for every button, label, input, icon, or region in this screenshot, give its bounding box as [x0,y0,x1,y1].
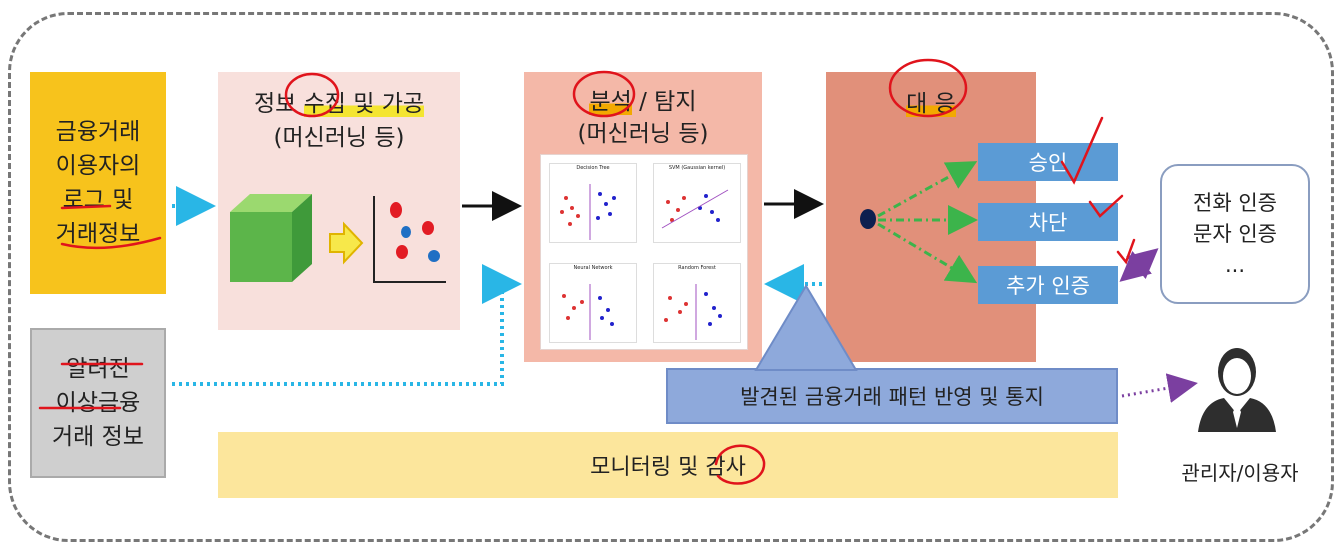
auth-methods-box: 전화 인증 문자 인증 ... [1160,164,1310,304]
plot-title-4: Random Forest [678,265,716,271]
diagram-frame [8,12,1334,542]
plot-decision-tree: Decision Tree [549,163,637,243]
notify-callout [754,284,858,371]
admin-user-label: 관리자/이용자 [1181,461,1299,485]
auth-line-1: 전화 인증 [1193,190,1277,215]
scatter-plot-icon [373,196,446,283]
analyze-subtitle: (머신러닝 등) [577,121,709,147]
arrow-notify-to-admin [1121,373,1198,403]
decision-node [860,209,876,229]
source-known-fraud: 알려진 이상금융 거래 정보 [30,328,166,478]
source2-line-1: 알려진 [66,356,130,382]
plot-title-1: Decision Tree [576,165,610,171]
source1-line-2: 이용자의 [55,153,141,179]
ml-plot-dots [560,184,729,340]
source2-line-3: 거래 정보 [52,424,144,450]
source1-line-4: 거래정보 [55,221,141,247]
arrow-to-approve [877,161,978,218]
handwritten-annotations [38,58,1136,485]
analyze-process-box: 분석 / 탐지 (머신러닝 등) Decision Tree SVM (Gaus… [524,72,762,362]
plot-neural-network: Neural Network [549,263,637,343]
transform-arrow-icon [329,221,364,265]
plot-random-forest: Random Forest [653,263,741,343]
arrow-to-additional-auth [877,222,978,284]
admin-user-icon [1198,348,1276,432]
action-additional-auth: 추가 인증 [978,266,1118,304]
arrow-source2-to-analyze [172,264,522,386]
arrow-auth-link [1119,248,1159,282]
action-approve: 승인 [978,143,1118,181]
auth-line-3: ... [1224,252,1246,277]
source2-line-2: 이상금융 [55,390,141,416]
collect-title-post: 및 가공 [345,91,425,117]
analyze-title-post: / 탐지 [631,89,697,115]
data-cube-icon [230,194,312,282]
ml-plots-panel: Decision Tree SVM (Gaussian kernel) Neur… [540,154,748,350]
notify-box: 발견된 금융거래 패턴 반영 및 통지 [666,368,1118,424]
plot-title-3: Neural Network [573,265,613,271]
collect-subtitle: (머신러닝 등) [273,125,405,151]
source1-line-1: 금융거래 [55,119,141,145]
monitor-bar: 모니터링 및 감사 [218,432,1118,498]
plot-title-2: SVM (Gaussian kernel) [668,165,726,171]
auth-line-2: 문자 인증 [1193,221,1277,246]
